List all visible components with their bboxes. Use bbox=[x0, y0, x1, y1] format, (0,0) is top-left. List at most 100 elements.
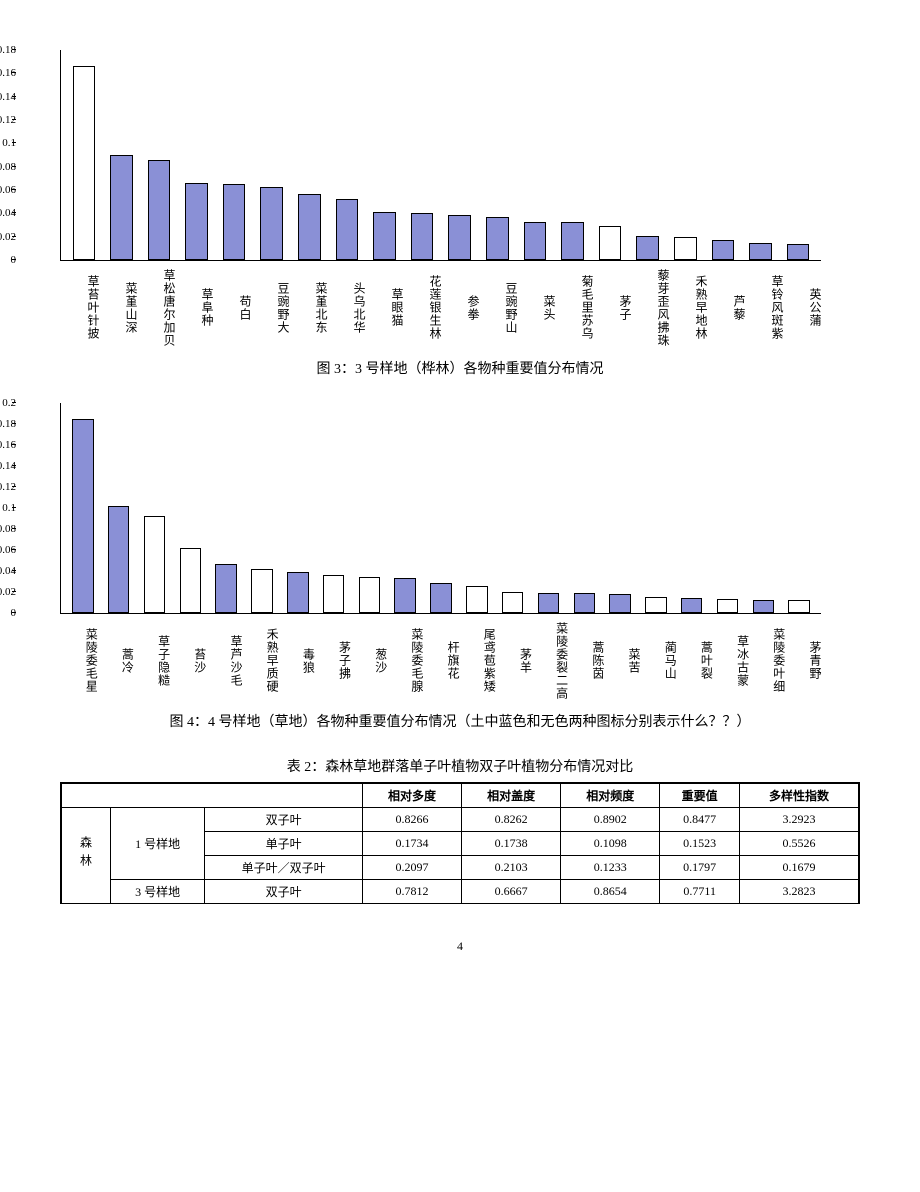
value-cell: 0.8654 bbox=[561, 880, 660, 904]
x-label: 豆豌野大 bbox=[254, 265, 292, 350]
bar-slot bbox=[137, 403, 173, 613]
bar-slot bbox=[459, 403, 495, 613]
chart-4: 00.020.040.060.080.10.120.140.160.180.2 … bbox=[60, 403, 860, 703]
x-label: 菜头 bbox=[520, 265, 558, 350]
y-tick-label: 0.2 bbox=[2, 397, 16, 409]
value-cell: 0.1797 bbox=[660, 856, 740, 880]
bar-slot bbox=[591, 50, 629, 260]
bar-slot bbox=[781, 403, 817, 613]
y-tick-label: 0.04 bbox=[0, 207, 16, 219]
y-tick-label: 0 bbox=[11, 607, 17, 619]
x-label: 菜堇北东 bbox=[292, 265, 330, 350]
bar bbox=[645, 597, 666, 613]
bar bbox=[609, 594, 630, 613]
bar-slot bbox=[65, 50, 103, 260]
bar bbox=[712, 240, 735, 260]
y-tick-label: 0.02 bbox=[0, 586, 16, 598]
bar-slot bbox=[495, 403, 531, 613]
x-label: 英公蒲 bbox=[786, 265, 824, 350]
bar bbox=[753, 600, 774, 613]
bar-slot bbox=[103, 50, 141, 260]
bar bbox=[73, 66, 96, 260]
chart-4-xlabels: 菜陵委毛星蒿冷草子隐糙苔沙草芦沙毛禾熟早质硬毒狼茅子拂葱沙菜陵委毛腺杆旗花尾鸢苞… bbox=[60, 618, 828, 703]
bar bbox=[223, 184, 246, 260]
bar-slot bbox=[423, 403, 459, 613]
col-0: 相对多度 bbox=[362, 783, 461, 808]
bar-slot bbox=[629, 50, 667, 260]
value-cell: 3.2923 bbox=[740, 808, 860, 832]
bar bbox=[260, 187, 283, 261]
bar bbox=[144, 516, 165, 613]
bar bbox=[787, 244, 810, 260]
value-cell: 0.8266 bbox=[362, 808, 461, 832]
value-cell: 0.1734 bbox=[362, 832, 461, 856]
y-tick-label: 0.12 bbox=[0, 481, 16, 493]
y-tick-label: 0.1 bbox=[2, 502, 16, 514]
value-cell: 0.2097 bbox=[362, 856, 461, 880]
x-label: 菜苦 bbox=[607, 618, 643, 703]
x-label: 禾熟早质硬 bbox=[245, 618, 281, 703]
bar bbox=[561, 222, 584, 261]
x-label: 草铃风斑紫 bbox=[748, 265, 786, 350]
bar-slot bbox=[208, 403, 244, 613]
bar bbox=[681, 598, 702, 613]
bar bbox=[323, 575, 344, 613]
bar-slot bbox=[602, 403, 638, 613]
x-label: 草冰古蒙 bbox=[715, 618, 751, 703]
chart-4-bars bbox=[61, 403, 821, 613]
y-tick-label: 0.12 bbox=[0, 114, 16, 126]
x-label: 毒狼 bbox=[281, 618, 317, 703]
site-label: 3 号样地 bbox=[111, 880, 205, 904]
bar bbox=[180, 548, 201, 613]
x-label: 草子隐糙 bbox=[136, 618, 172, 703]
bar-slot bbox=[779, 50, 817, 260]
bar-slot bbox=[479, 50, 517, 260]
x-label: 杆旗花 bbox=[426, 618, 462, 703]
value-cell: 0.8902 bbox=[561, 808, 660, 832]
bar bbox=[674, 237, 697, 260]
group-label-forest: 森林 bbox=[61, 808, 111, 904]
x-label: 苟白 bbox=[216, 265, 254, 350]
bar-slot bbox=[387, 403, 423, 613]
bar-slot bbox=[745, 403, 781, 613]
bar bbox=[502, 592, 523, 613]
col-3: 重要值 bbox=[660, 783, 740, 808]
x-label: 蒿冷 bbox=[100, 618, 136, 703]
bar bbox=[749, 243, 772, 260]
x-label: 参拳 bbox=[444, 265, 482, 350]
bar bbox=[486, 217, 509, 260]
table-header-row: 相对多度 相对盖度 相对频度 重要值 多样性指数 bbox=[61, 783, 859, 808]
bar bbox=[574, 593, 595, 613]
bar bbox=[466, 586, 487, 613]
x-label: 草苔叶针披 bbox=[64, 265, 102, 350]
page-number: 4 bbox=[60, 939, 860, 954]
leaf-type: 单子叶／双子叶 bbox=[205, 856, 363, 880]
bar-slot bbox=[328, 50, 366, 260]
table-header-blank bbox=[61, 783, 362, 808]
bar-slot bbox=[291, 50, 329, 260]
bar-slot bbox=[674, 403, 710, 613]
x-label: 菜陵委叶细 bbox=[752, 618, 788, 703]
x-label: 芦藜 bbox=[710, 265, 748, 350]
table-2: 相对多度 相对盖度 相对频度 重要值 多样性指数 森林1 号样地双子叶0.826… bbox=[60, 782, 860, 904]
chart-3-xlabels: 草苔叶针披菜堇山深草松唐尔加贝草阜种苟白豆豌野大菜堇北东头乌北华草眼猫花莲银生林… bbox=[60, 265, 828, 350]
bar-slot bbox=[742, 50, 780, 260]
bar bbox=[788, 600, 809, 613]
x-label: 茅羊 bbox=[498, 618, 534, 703]
x-label: 茅子 bbox=[596, 265, 634, 350]
value-cell: 0.1523 bbox=[660, 832, 740, 856]
y-tick-label: 0.14 bbox=[0, 460, 16, 472]
x-label: 禾熟早地林 bbox=[672, 265, 710, 350]
y-tick-label: 0.14 bbox=[0, 91, 16, 103]
chart-3-bars bbox=[61, 50, 821, 260]
bar-slot bbox=[667, 50, 705, 260]
bar-slot bbox=[65, 403, 101, 613]
leaf-type: 双子叶 bbox=[205, 880, 363, 904]
leaf-type: 双子叶 bbox=[205, 808, 363, 832]
bar bbox=[373, 212, 396, 260]
x-label: 花莲银生林 bbox=[406, 265, 444, 350]
chart-4-plot: 00.020.040.060.080.10.120.140.160.180.2 bbox=[60, 403, 821, 614]
bar-slot bbox=[280, 403, 316, 613]
y-tick-label: 0.16 bbox=[0, 67, 16, 79]
bar bbox=[215, 564, 236, 613]
